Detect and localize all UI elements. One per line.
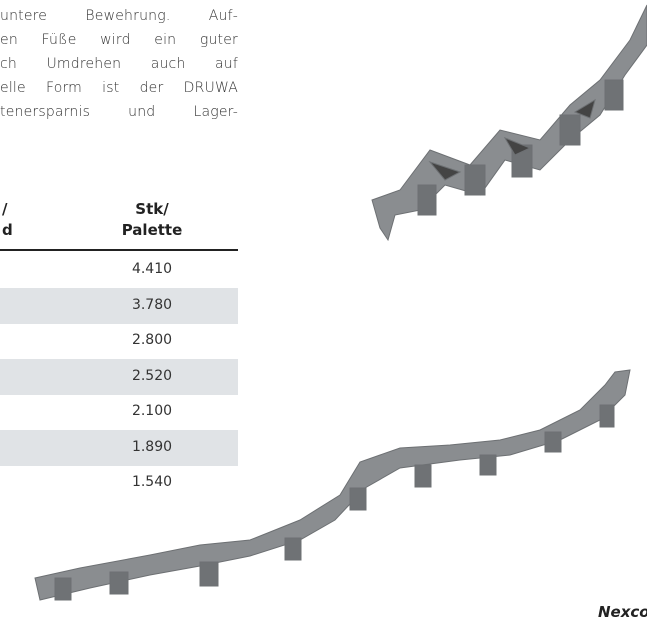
text-line: untere Bewehrung. Auf- (0, 8, 238, 24)
table-header: / d (2, 199, 13, 241)
header-text: d (2, 220, 13, 241)
cell-value: 2.100 (100, 403, 204, 419)
header-rule (0, 249, 238, 251)
header-text: Palette (100, 220, 204, 241)
text-line: tenersparnis und Lager- (0, 104, 238, 120)
cell-value: 3.780 (100, 297, 204, 313)
header-text: / (2, 199, 13, 220)
text-line: elle Form ist der DRUWA (0, 80, 238, 96)
cell-value: 1.890 (100, 439, 204, 455)
table-row: 1.890 (0, 430, 238, 466)
table-row: 3.780 (0, 288, 238, 324)
table-row: 2.100 (0, 394, 238, 430)
logo: Nexco (598, 603, 647, 621)
cell-value: 2.800 (100, 332, 204, 348)
table-row: 2.800 (0, 323, 238, 359)
page: untere Bewehrung. Auf-en Füße wird ein g… (0, 0, 647, 620)
text-line: en Füße wird ein guter (0, 32, 238, 48)
cell-value: 4.410 (100, 261, 204, 277)
table-row: 4.410 (0, 252, 238, 288)
table-row: 1.540 (0, 465, 238, 501)
text-line: ch Umdrehen auch auf (0, 56, 238, 72)
cell-value: 2.520 (100, 368, 204, 384)
header-text: Stk/ (100, 199, 204, 220)
spacer-top (372, 5, 647, 240)
table-row: 2.520 (0, 359, 238, 395)
table-header: Stk/ Palette (100, 199, 204, 241)
cell-value: 1.540 (100, 474, 204, 490)
